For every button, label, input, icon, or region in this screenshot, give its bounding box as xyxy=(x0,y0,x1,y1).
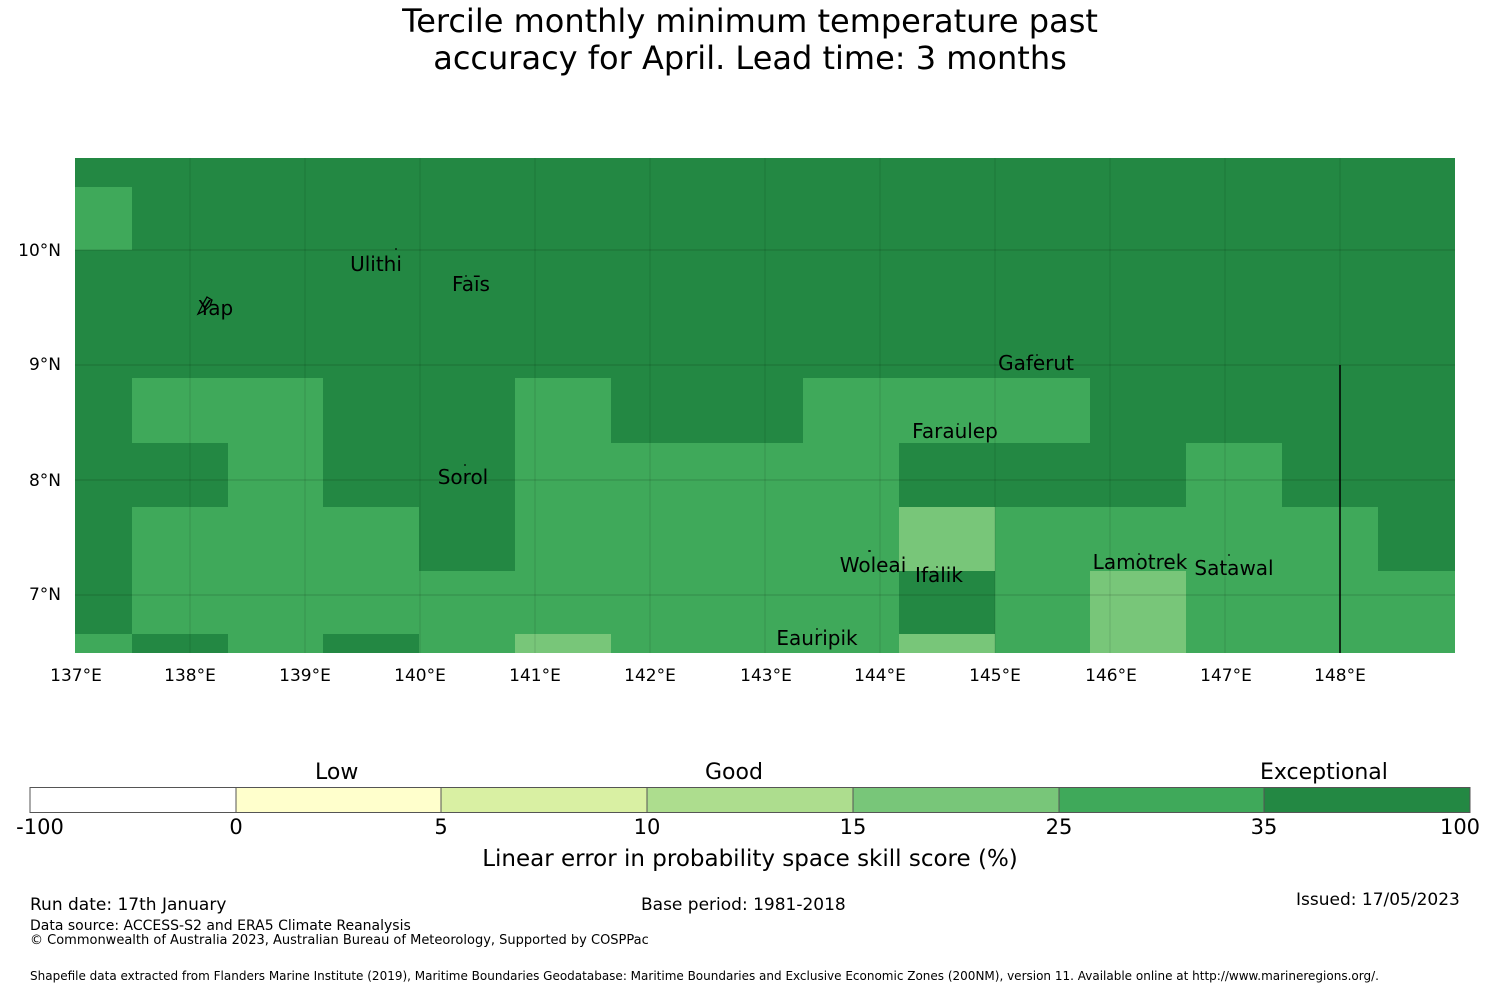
copyright: © Commonwealth of Australia 2023, Austra… xyxy=(30,933,649,948)
colorbar-tick-label: 10 xyxy=(633,815,661,839)
yap-island-shape xyxy=(196,296,213,316)
base-period: Base period: 1981-2018 xyxy=(641,895,846,915)
colorbar xyxy=(29,787,1471,813)
longitude-tick-label: 146°E xyxy=(1085,666,1137,686)
land-features xyxy=(196,248,1341,653)
colorbar-category-exceptional: Exceptional xyxy=(1260,760,1388,785)
colorbar-tick-label: 35 xyxy=(1250,815,1278,839)
skill-cell xyxy=(995,507,1090,634)
skill-cell xyxy=(419,634,515,653)
longitude-tick-label: 148°E xyxy=(1314,666,1366,686)
skill-cell xyxy=(228,634,323,653)
place-label: Faīs xyxy=(452,272,490,296)
skill-cell xyxy=(1090,571,1186,653)
place-label: Eauripik xyxy=(776,626,858,650)
skill-cell xyxy=(611,634,803,653)
latitude-tick-label: 10°N xyxy=(18,241,61,261)
place-label: Faraulep xyxy=(912,419,998,443)
longitude-tick-label: 137°E xyxy=(50,666,102,686)
skill-cell xyxy=(803,443,899,634)
colorbar-tick-label: 5 xyxy=(434,815,448,839)
latitude-tick-label: 9°N xyxy=(29,355,61,375)
map-title-line-1: Tercile monthly minimum temperature past xyxy=(402,2,1098,40)
colorbar-segment xyxy=(235,787,442,813)
longitude-tick-label: 139°E xyxy=(279,666,331,686)
latitude-tick-label: 8°N xyxy=(29,471,61,491)
skill-cell xyxy=(515,634,611,653)
longitude-tick-label: 138°E xyxy=(164,666,216,686)
skill-grid xyxy=(75,158,1455,653)
place-label: Ulithi xyxy=(350,252,402,276)
island-dot xyxy=(1228,554,1230,556)
skill-cell xyxy=(1186,443,1282,634)
place-label: Woleai xyxy=(840,553,907,577)
place-label: Ifalik xyxy=(915,563,963,587)
skill-cell xyxy=(1090,507,1186,571)
place-label: Gaferut xyxy=(998,351,1074,375)
skill-cell xyxy=(995,634,1090,653)
shapefile-credit: Shapefile data extracted from Flanders M… xyxy=(30,969,1379,983)
skill-cell xyxy=(899,634,995,653)
colorbar-segment xyxy=(29,787,237,813)
skill-cell xyxy=(1186,634,1282,653)
skill-cell xyxy=(1282,634,1455,653)
skill-cell xyxy=(899,507,995,571)
longitude-tick-label: 145°E xyxy=(969,666,1021,686)
colorbar-segment xyxy=(1263,787,1471,813)
colorbar-tick-label: 15 xyxy=(839,815,867,839)
place-label: Sorol xyxy=(438,465,489,489)
latitude-ticks: 10°N 9°N 8°N 7°N xyxy=(18,241,61,605)
longitude-ticks: 137°E 138°E 139°E 140°E 141°E 142°E 143°E 144°E… xyxy=(50,666,1366,686)
latitude-tick-label: 7°N xyxy=(29,585,61,605)
island-dot xyxy=(957,423,959,425)
island-dot xyxy=(868,550,870,552)
colorbar-category-low: Low xyxy=(315,760,359,785)
skill-cell xyxy=(132,378,323,443)
skill-cell xyxy=(1282,507,1378,634)
colorbar-category-good: Good xyxy=(705,760,763,785)
colorbar-axis-label: Linear error in probability space skill … xyxy=(482,846,1018,872)
colorbar-tick-label: 100 xyxy=(1439,815,1481,839)
skill-cell xyxy=(803,378,1090,443)
skill-cell xyxy=(515,378,611,634)
island-dot xyxy=(1138,553,1140,555)
island-dot xyxy=(464,464,466,466)
longitude-tick-label: 140°E xyxy=(394,666,446,686)
longitude-tick-label: 147°E xyxy=(1200,666,1252,686)
place-label: Yap xyxy=(198,296,233,320)
skill-cell xyxy=(611,443,803,634)
island-dot xyxy=(816,628,818,630)
island-dot xyxy=(465,275,467,277)
skill-cell xyxy=(75,187,132,250)
colorbar-tick-label: 0 xyxy=(229,815,243,839)
place-labels: Ulithi Faīs Yap Gaferut Faraulep Sorol Woleai I… xyxy=(198,252,1274,650)
run-date: Run date: 17th January xyxy=(30,895,227,915)
data-source: Data source: ACCESS-S2 and ERA5 Climate … xyxy=(30,918,411,934)
colorbar-segment xyxy=(852,787,1060,813)
longitude-tick-label: 144°E xyxy=(854,666,906,686)
longitude-tick-label: 142°E xyxy=(624,666,676,686)
place-label: Lamotrek xyxy=(1093,550,1188,574)
skill-cell xyxy=(75,634,132,653)
island-dot xyxy=(1036,354,1038,356)
skill-cell xyxy=(803,634,899,653)
skill-cell xyxy=(132,507,419,634)
colorbar-segment xyxy=(646,787,854,813)
island-dot xyxy=(936,566,938,568)
colorbar-segment xyxy=(1058,787,1265,813)
issued-date: Issued: 17/05/2023 xyxy=(1296,890,1460,910)
skill-cell xyxy=(228,443,323,507)
map-title-line-2: accuracy for April. Lead time: 3 months xyxy=(433,39,1067,77)
place-label: Satawal xyxy=(1194,556,1273,580)
colorbar-segment xyxy=(440,787,648,813)
longitude-tick-label: 141°E xyxy=(509,666,561,686)
island-dot xyxy=(395,248,397,250)
colorbar-tick-label: 25 xyxy=(1045,815,1073,839)
skill-cell xyxy=(419,571,515,634)
longitude-tick-label: 143°E xyxy=(740,666,792,686)
colorbar-tick-label: -100 xyxy=(16,815,64,839)
